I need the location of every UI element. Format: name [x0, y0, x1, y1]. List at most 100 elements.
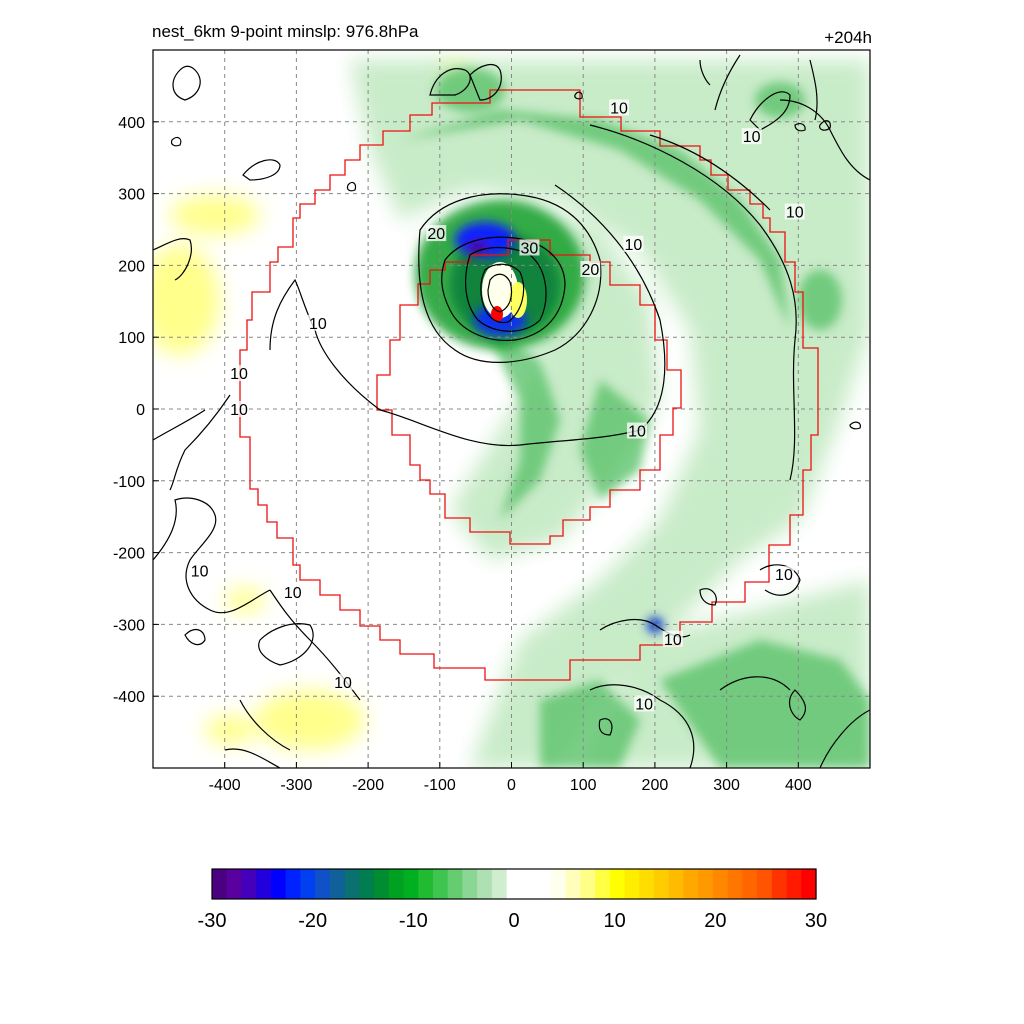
colorbar-swatch [595, 869, 611, 899]
contour-label-bg [623, 235, 644, 252]
colorbar-swatch [212, 869, 228, 899]
colorbar-swatch [801, 869, 817, 899]
contour-label: 10 [635, 696, 653, 713]
contour-label-bg [229, 401, 250, 417]
colorbar-swatch [388, 869, 405, 899]
colorbar-swatch [683, 869, 699, 899]
contour-label-bg [519, 239, 540, 256]
y-tick-label: 400 [118, 115, 145, 132]
colorbar-swatch [639, 869, 655, 899]
colorbar-swatch [786, 869, 802, 899]
colorbar-swatch [344, 869, 360, 899]
colorbar-swatch [668, 869, 685, 899]
contour-label-bg [634, 695, 655, 712]
colorbar-tick-label: -30 [198, 910, 227, 932]
colorbar-swatch [241, 869, 257, 899]
contour-label: 10 [230, 402, 248, 419]
contour-label-bg [333, 673, 354, 690]
wind-shading-field [153, 60, 870, 768]
contour-label: 10 [191, 564, 209, 581]
colorbar-swatch [771, 869, 788, 899]
y-tick-label: 300 [118, 187, 145, 204]
contour-label: 10 [743, 129, 761, 146]
colorbar-swatch [432, 869, 449, 899]
contour-label-bg [741, 128, 762, 145]
contour-label-bg [580, 260, 601, 277]
colorbar-swatch [521, 869, 537, 899]
contour-label-bg [626, 422, 647, 439]
colorbar-frame [211, 868, 817, 900]
colorbar-swatch [712, 869, 729, 899]
y-tick-label: 100 [118, 330, 145, 347]
contour-label-bg [609, 99, 630, 116]
colorbar-swatch [477, 869, 493, 899]
x-tick-label: 100 [570, 777, 597, 794]
colorbar-tick-label: 20 [704, 910, 726, 932]
colorbar-swatch [698, 869, 714, 899]
colorbar-swatch [491, 869, 508, 899]
colorbar-swatch [609, 869, 626, 899]
contour-label: 10 [284, 585, 302, 602]
contour-label-bg [784, 203, 805, 220]
colorbar-swatch [653, 869, 670, 899]
colorbar-tick-label: -10 [399, 910, 428, 932]
colorbar-swatch [374, 869, 390, 899]
colorbar-swatch [285, 869, 301, 899]
forecast-hour: +204h [824, 28, 872, 47]
contour-label-bg [307, 314, 328, 331]
x-tick-label: -400 [209, 777, 241, 794]
colorbar-swatch [742, 869, 758, 899]
x-tick-label: 0 [507, 777, 516, 794]
contour-label: 20 [581, 262, 599, 279]
contour-label-bg [426, 225, 447, 242]
y-tick-label: 0 [136, 402, 145, 419]
colorbar-swatch [418, 869, 434, 899]
colorbar-swatch [256, 869, 272, 899]
plot-area: 10 10 10 10 10 10 10 10 10 10 10 10 10 10 20 20 30 -400 -… [113, 49, 871, 794]
x-tick-label: -100 [424, 777, 456, 794]
axis-ticks: -400 -300 -200 -100 0 100 200 300 40040030020010… [113, 115, 812, 794]
colorbar-swatch [447, 869, 464, 899]
colorbar-tick-label: 0 [508, 910, 519, 932]
colorbar-swatch [727, 869, 743, 899]
contour-label: 10 [775, 567, 793, 584]
contour-label: 10 [230, 366, 248, 383]
colorbar-swatch [580, 869, 596, 899]
colorbar-swatch [565, 869, 581, 899]
colorbar-swatch [506, 869, 522, 899]
colorbar-swatch [536, 869, 552, 899]
colorbar: -30 -20 -10 0 10 20 30 [198, 868, 827, 932]
colorbar-swatch [757, 869, 773, 899]
colorbar-tick-label: -20 [298, 910, 327, 932]
x-tick-label: 200 [642, 777, 669, 794]
contour-label: 10 [334, 675, 352, 692]
contour-label-bg [229, 365, 250, 382]
colorbar-swatch [300, 869, 316, 899]
contour-label: 10 [786, 205, 804, 222]
contour-label: 10 [624, 237, 642, 254]
colorbar-swatch [550, 869, 567, 899]
colorbar-tick-label: 10 [604, 910, 626, 932]
colorbar-swatch [315, 869, 331, 899]
colorbar-swatch [624, 869, 640, 899]
contour-label: 20 [427, 226, 445, 243]
contour-label-bg [662, 630, 683, 647]
x-tick-label: -200 [352, 777, 384, 794]
contour-label-bg [773, 566, 794, 583]
colorbar-tick-label: 30 [805, 910, 827, 932]
contour-label-bg [189, 562, 210, 579]
wind-contours [153, 54, 870, 768]
colorbar-swatch [462, 869, 478, 899]
contour-label: 10 [628, 424, 646, 441]
y-tick-label: -300 [113, 617, 145, 634]
plot-title: nest_6km 9-point minslp: 976.8hPa [152, 22, 419, 41]
colorbar-swatch [403, 869, 419, 899]
contour-label-bg [282, 584, 303, 601]
x-tick-label: 300 [713, 777, 740, 794]
contour-labels: 10 10 10 10 10 10 10 10 10 10 10 10 10 10 20 20 30 [189, 99, 805, 713]
contour-label: 10 [610, 100, 628, 117]
colorbar-swatch [270, 869, 287, 899]
contour-label: 10 [309, 316, 327, 333]
y-tick-label: 200 [118, 258, 145, 275]
